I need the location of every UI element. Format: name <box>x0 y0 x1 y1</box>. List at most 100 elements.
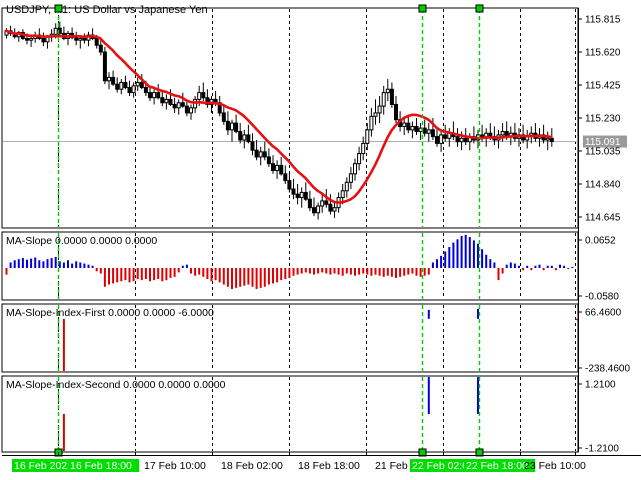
candle-body <box>299 191 304 199</box>
pane-ma-slope-scale-label-0: 0.0652 <box>585 236 616 247</box>
candle-body <box>238 131 243 141</box>
candle-body <box>201 92 206 99</box>
candle-body <box>168 98 173 105</box>
pane-ma-slope-index-second-scale-label-1: -1.2100 <box>585 444 619 455</box>
candle-body <box>25 37 29 41</box>
candle-body <box>184 105 189 114</box>
candle-body <box>353 163 357 175</box>
candle-body <box>385 88 390 94</box>
vertical-marker-handle-top-2[interactable] <box>475 4 484 13</box>
pane-ma-slope-index-second-scale-label-0: 1.2100 <box>585 380 616 391</box>
vertical-marker-handle-top-0[interactable] <box>54 4 63 13</box>
vertical-marker-handle-top-1[interactable] <box>418 4 427 13</box>
candle-body <box>254 149 259 158</box>
candle-body <box>246 134 251 143</box>
candle-body <box>369 115 374 131</box>
moving-average-line <box>4 29 553 204</box>
price-axis-label-0: 115.815 <box>585 15 621 26</box>
candle-body <box>41 37 46 43</box>
candle-body <box>262 151 267 158</box>
candle-body <box>98 44 103 53</box>
time-axis-label-4: 18 Feb 18:00 <box>298 460 360 472</box>
candle-body <box>29 37 34 41</box>
candle-body <box>135 81 140 87</box>
candle-body <box>225 120 230 131</box>
candle-body <box>340 190 345 199</box>
candle-body <box>377 105 382 114</box>
candle-body <box>402 122 407 127</box>
price-axis-label-5: 114.840 <box>585 180 621 191</box>
candle-body <box>148 92 152 99</box>
ma-slope-index-second-histogram <box>62 377 479 451</box>
ma-slope-index-first-histogram <box>62 308 578 371</box>
time-axis-label-8: 23 Feb 10:00 <box>524 460 586 472</box>
candle-body <box>242 134 247 141</box>
candle-body <box>430 129 435 138</box>
candle-body <box>123 81 128 89</box>
candle-body <box>287 180 292 190</box>
candle-body <box>160 97 165 104</box>
candle-body <box>275 164 280 171</box>
candle-body <box>414 125 419 133</box>
time-label-highlight-7 <box>464 459 536 472</box>
price-axis-label-1: 115.620 <box>585 48 621 59</box>
candle-body <box>189 107 193 114</box>
candle-body <box>455 136 460 143</box>
current-price-label: 115.091 <box>585 137 621 148</box>
candle-body <box>389 88 394 105</box>
chart-title-label: USDJPY, H1: US Dollar vs Japanese Yen <box>6 4 208 16</box>
pane-ma-slope-scale-label-1: -0.0580 <box>585 292 619 303</box>
candle-body <box>426 129 431 134</box>
vertical-marker-handle-bottom-2[interactable] <box>475 448 484 457</box>
candle-body <box>176 102 181 109</box>
candle-body <box>180 102 185 107</box>
candle-body <box>406 122 411 131</box>
candle-body <box>230 122 234 131</box>
candle-body <box>74 37 79 41</box>
candle-body <box>328 203 333 212</box>
candle-body <box>344 181 349 192</box>
candlestick-series <box>4 21 554 220</box>
candle-body <box>82 37 87 41</box>
candle-body <box>307 198 312 209</box>
pane-ma-slope-index-first-title: MA-Slope-Index-First 0.0000 0.0000 -6.00… <box>6 307 214 319</box>
time-axis-label-2: 17 Feb 10:00 <box>144 460 206 472</box>
candle-body <box>143 87 148 94</box>
time-label-highlight-6 <box>410 459 482 472</box>
candle-body <box>221 112 226 122</box>
candle-body <box>439 134 444 144</box>
candle-body <box>291 188 296 195</box>
candle-body <box>418 127 423 133</box>
candle-body <box>324 200 329 205</box>
candle-body <box>164 98 169 104</box>
candle-body <box>234 122 239 133</box>
candle-body <box>107 76 111 82</box>
candle-body <box>139 81 144 89</box>
candle-body <box>381 92 386 107</box>
ma-slope-histogram <box>5 234 574 289</box>
candle-body <box>115 83 120 90</box>
candle-body <box>127 87 132 94</box>
time-axis-label-1: 16 Feb 18:00 <box>70 460 132 472</box>
candle-body <box>295 193 300 199</box>
candle-body <box>156 92 161 99</box>
candle-body <box>316 205 321 214</box>
vertical-marker-handle-bottom-1[interactable] <box>418 448 427 457</box>
candle-body <box>488 132 493 138</box>
candle-body <box>266 156 271 165</box>
candle-body <box>303 191 308 200</box>
candle-body <box>361 142 366 155</box>
candle-body <box>348 173 353 183</box>
candle-body <box>53 27 58 35</box>
candle-body <box>119 81 124 90</box>
candle-body <box>250 141 255 151</box>
candle-body <box>549 137 554 143</box>
candle-body <box>500 131 505 136</box>
candle-body <box>332 207 337 212</box>
candle-body <box>197 92 202 100</box>
time-label-highlight-1 <box>68 459 140 472</box>
candle-body <box>102 51 107 82</box>
price-axis-label-3: 115.230 <box>585 114 621 125</box>
